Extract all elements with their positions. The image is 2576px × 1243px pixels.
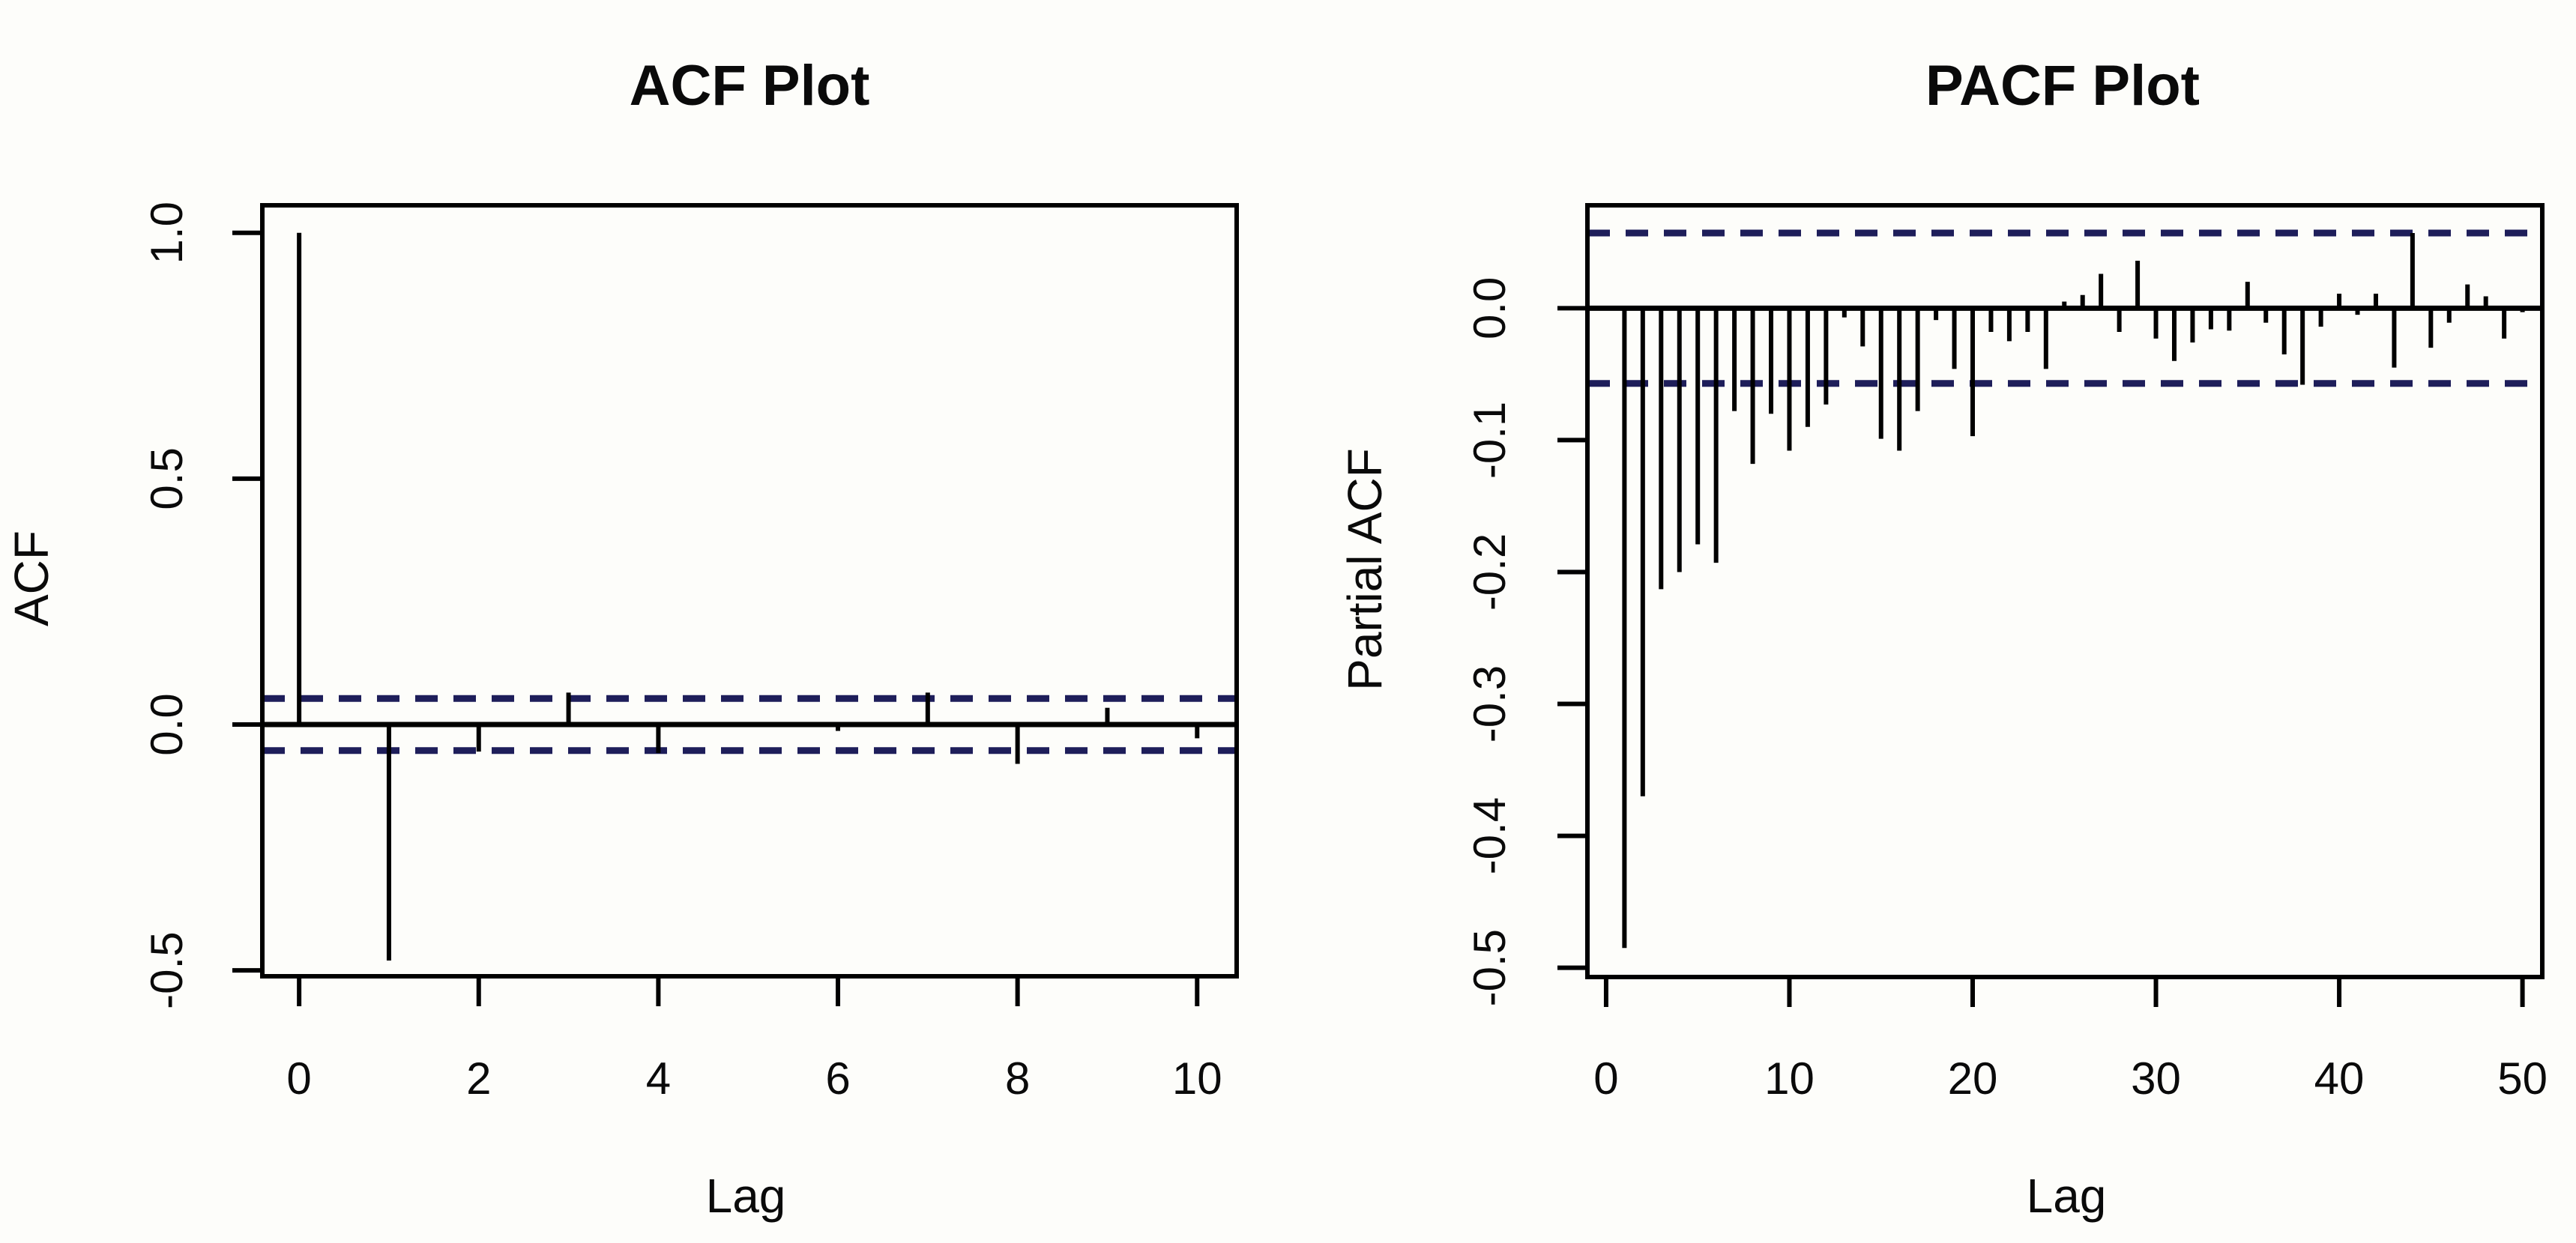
acf-x-axis-label: Lag [706,1169,786,1223]
pacf-y-tick-label: -0.1 [1465,402,1515,479]
pacf-y-axis-label: Partial ACF [1338,448,1392,691]
acf-y-tick-label: 0.0 [142,693,192,755]
pacf-y-tick-label: -0.3 [1465,665,1515,743]
acf-y-tick-label: 1.0 [142,202,192,264]
acf-plot-area: 0 2 4 6 8 10 1.0 0.5 0.0 -0.5 [142,202,1239,1104]
pacf-x-tick-label: 30 [2131,1053,2181,1104]
acf-y-tick-label: 0.5 [142,447,192,509]
pacf-x-axis-label: Lag [2027,1169,2107,1223]
acf-plot-box [260,203,1239,979]
pacf-plot-title: PACF Plot [1925,54,2200,118]
pacf-x-tick-label: 50 [2497,1053,2548,1104]
pacf-y-tick-label: -0.4 [1465,797,1515,874]
pacf-x-tick-label: 0 [1593,1053,1618,1104]
acf-x-tick-label: 10 [1172,1053,1222,1104]
acf-x-tick-label: 2 [466,1053,491,1104]
pacf-y-tick-label: -0.5 [1465,929,1515,1006]
acf-panel: ACF Plot Lag ACF 0 2 4 6 8 10 1.0 0.5 0.0 -0.5 [4,54,1239,1223]
pacf-x-tick-label: 10 [1764,1053,1815,1104]
pacf-panel: PACF Plot Lag Partial ACF 0 10 20 30 40 50 0.0… [1338,54,2548,1223]
acf-y-axis-label: ACF [4,530,58,626]
pacf-plot-area: 0 10 20 30 40 50 0.0 -0.1 -0.2 -0.3 -0.4 -0.5 [1465,203,2548,1104]
acf-x-tick-label: 0 [286,1053,311,1104]
acf-y-tick-label: -0.5 [142,931,192,1008]
acf-x-tick-label: 4 [646,1053,671,1104]
acf-x-tick-label: 8 [1005,1053,1030,1104]
pacf-y-tick-label: 0.0 [1465,277,1515,339]
acf-plot-title: ACF Plot [630,54,870,118]
acf-x-tick-label: 6 [825,1053,850,1104]
pacf-plot-box [1585,203,2545,979]
pacf-y-tick-label: -0.2 [1465,533,1515,611]
pacf-x-tick-label: 40 [2314,1053,2365,1104]
pacf-x-tick-label: 20 [1948,1053,1998,1104]
